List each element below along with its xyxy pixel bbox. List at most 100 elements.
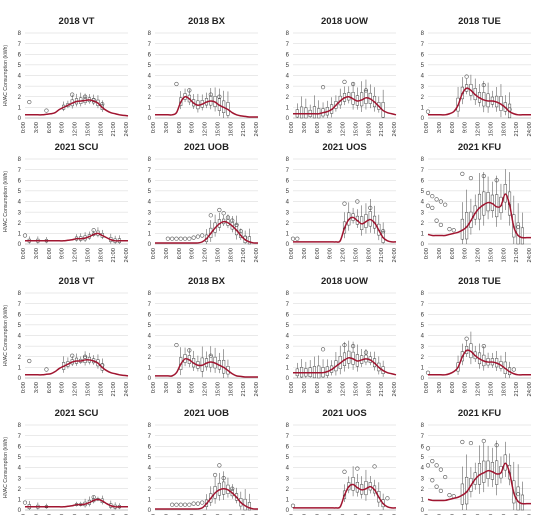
outlier-point <box>342 201 347 206</box>
outlier-point <box>174 342 179 348</box>
y-tick-label: 8 <box>148 291 152 297</box>
x-tick-label: 24:00 <box>254 382 260 397</box>
outlier-point <box>434 484 439 489</box>
mean-line <box>427 462 531 505</box>
x-tick-label: 21:00 <box>514 382 520 397</box>
y-tick-label: 7 <box>148 42 152 48</box>
y-tick-label: 0 <box>286 376 290 382</box>
x-tick-label: 3:00 <box>164 382 170 393</box>
outlier-point <box>355 466 360 471</box>
mean-line <box>292 216 397 243</box>
y-tick-label: 1 <box>18 106 22 112</box>
outlier-point <box>481 438 486 444</box>
y-tick-label: 7 <box>421 168 425 174</box>
x-tick-label: 18:00 <box>98 248 104 263</box>
y-tick-label: 3 <box>18 84 22 90</box>
y-tick-label: 0 <box>286 508 290 514</box>
subplot-title: 2021 KFU <box>458 142 501 153</box>
y-tick-label: 2 <box>421 487 425 493</box>
subplot: 2018 VT 0 1 2 3 4 5 6 7 8 HVAC Consumption (kWh) 0:… <box>3 16 130 137</box>
x-tick-label: 15:00 <box>488 382 494 397</box>
x-tick-label: 6:00 <box>177 122 183 133</box>
outlier-point <box>363 88 369 93</box>
x-tick-label: 18:00 <box>228 122 234 137</box>
y-tick-label: 1 <box>421 366 425 372</box>
y-tick-label: 5 <box>421 189 425 195</box>
subplot-title: 2018 UOW <box>321 16 368 27</box>
outlier-point <box>430 194 435 199</box>
y-tick-label: 5 <box>18 455 22 461</box>
outlier-point <box>425 190 431 196</box>
outlier-point <box>208 353 213 358</box>
box <box>247 502 251 511</box>
x-tick-label: 18:00 <box>98 382 104 397</box>
y-tick-label: 3 <box>286 476 290 482</box>
outlier-point <box>368 205 373 210</box>
mean-line <box>24 99 129 117</box>
y-tick-label: 5 <box>421 323 425 329</box>
x-tick-label: 9:00 <box>328 382 334 393</box>
x-tick-label: 12:00 <box>73 248 79 263</box>
outlier-point <box>182 236 188 241</box>
y-tick-label: 5 <box>286 455 290 461</box>
outlier-point <box>208 92 213 97</box>
x-tick-label: 12:00 <box>341 248 347 263</box>
x-tick-label: 24:00 <box>392 122 398 137</box>
x-tick-label: 21:00 <box>514 248 520 263</box>
y-tick-label: 7 <box>286 302 290 308</box>
x-tick-label: 9:00 <box>190 122 196 133</box>
x-tick-label: 12:00 <box>203 382 209 397</box>
outlier-point <box>174 81 179 87</box>
outlier-point <box>425 203 431 208</box>
outlier-point <box>217 463 222 468</box>
outlier-point <box>44 108 49 113</box>
y-tick-label: 1 <box>286 106 290 112</box>
outlier-point <box>290 503 296 508</box>
box <box>516 486 520 511</box>
x-tick-label: 15:00 <box>215 382 221 397</box>
x-tick-label: 6:00 <box>315 122 321 133</box>
y-tick-label: 4 <box>421 200 425 206</box>
subplot: 2018 VT 0 1 2 3 4 5 6 7 8 HVAC Consumption (kWh) 0:… <box>3 276 130 397</box>
y-tick-label: 0 <box>18 242 22 248</box>
y-tick-label: 0 <box>286 242 290 248</box>
x-tick-label: 24:00 <box>254 248 260 263</box>
y-tick-label: 2 <box>286 355 290 361</box>
outlier-point <box>165 236 170 241</box>
x-tick-label: 12:00 <box>203 122 209 137</box>
y-tick-label: 2 <box>286 221 290 227</box>
outlier-point <box>182 502 188 507</box>
x-tick-label: 15:00 <box>353 382 359 397</box>
subplot-title: 2018 VT <box>59 276 95 287</box>
x-tick-label: 24:00 <box>392 382 398 397</box>
y-tick-label: 0 <box>148 116 152 122</box>
box <box>520 227 524 245</box>
outlier-point <box>438 467 443 472</box>
outlier-point <box>27 99 32 105</box>
y-tick-label: 6 <box>286 52 290 58</box>
y-tick-label: 4 <box>18 466 22 472</box>
box <box>486 460 490 479</box>
outlier-point <box>290 236 296 241</box>
outlier-point <box>225 215 231 220</box>
subplot: 2018 BX 0 1 2 3 4 5 6 7 8 0:00 3:00 6:00 9:00 12:00 15:… <box>148 16 260 137</box>
y-tick-label: 7 <box>18 434 22 440</box>
x-tick-label: 21:00 <box>379 382 385 397</box>
x-tick-label: 3:00 <box>302 382 308 393</box>
outlier-point <box>385 496 390 501</box>
y-tick-label: 5 <box>148 323 152 329</box>
mean-line <box>428 349 531 376</box>
y-tick-label: 7 <box>421 42 425 48</box>
mean-line <box>25 359 129 377</box>
x-tick-label: 3:00 <box>34 248 40 259</box>
x-tick-label: 9:00 <box>60 248 66 259</box>
outlier-point <box>481 344 486 349</box>
x-tick-label: 12:00 <box>341 122 347 137</box>
outlier-point <box>91 495 96 500</box>
outlier-point <box>221 211 226 216</box>
outlier-point <box>195 234 201 239</box>
x-tick-label: 24:00 <box>124 382 130 397</box>
x-tick-label: 15:00 <box>85 122 91 137</box>
outlier-point <box>22 233 28 238</box>
y-tick-label: 1 <box>148 498 152 504</box>
